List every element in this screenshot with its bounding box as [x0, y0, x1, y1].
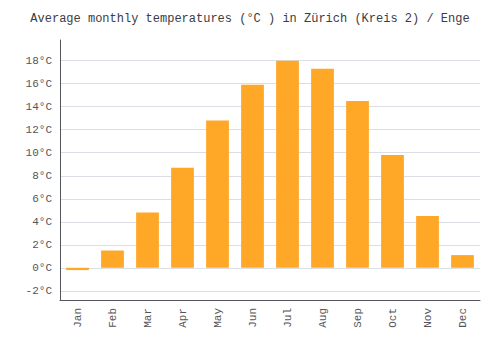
svg-text:2°C: 2°C [32, 239, 52, 251]
svg-text:Sep: Sep [352, 308, 364, 328]
svg-text:6°C: 6°C [32, 193, 52, 205]
svg-text:-2°C: -2°C [26, 285, 53, 297]
svg-text:Feb: Feb [107, 308, 119, 328]
svg-text:Mar: Mar [142, 308, 154, 328]
svg-text:12°C: 12°C [26, 124, 53, 136]
svg-text:10°C: 10°C [26, 147, 53, 159]
svg-text:4°C: 4°C [32, 216, 52, 228]
svg-text:Oct: Oct [387, 308, 399, 328]
svg-text:Apr: Apr [177, 308, 189, 328]
svg-text:Dec: Dec [457, 308, 469, 328]
svg-text:18°C: 18°C [26, 55, 53, 67]
svg-text:Jan: Jan [72, 308, 84, 328]
svg-text:0°C: 0°C [32, 262, 52, 274]
svg-text:May: May [212, 308, 224, 328]
svg-text:Nov: Nov [422, 308, 434, 328]
svg-text:Average monthly temperatures (: Average monthly temperatures (°C ) in Zü… [30, 12, 469, 26]
svg-text:Jul: Jul [282, 308, 294, 328]
svg-text:14°C: 14°C [26, 101, 53, 113]
svg-text:8°C: 8°C [32, 170, 52, 182]
svg-text:16°C: 16°C [26, 78, 53, 90]
svg-text:Aug: Aug [317, 308, 329, 328]
svg-text:Jun: Jun [247, 308, 259, 328]
